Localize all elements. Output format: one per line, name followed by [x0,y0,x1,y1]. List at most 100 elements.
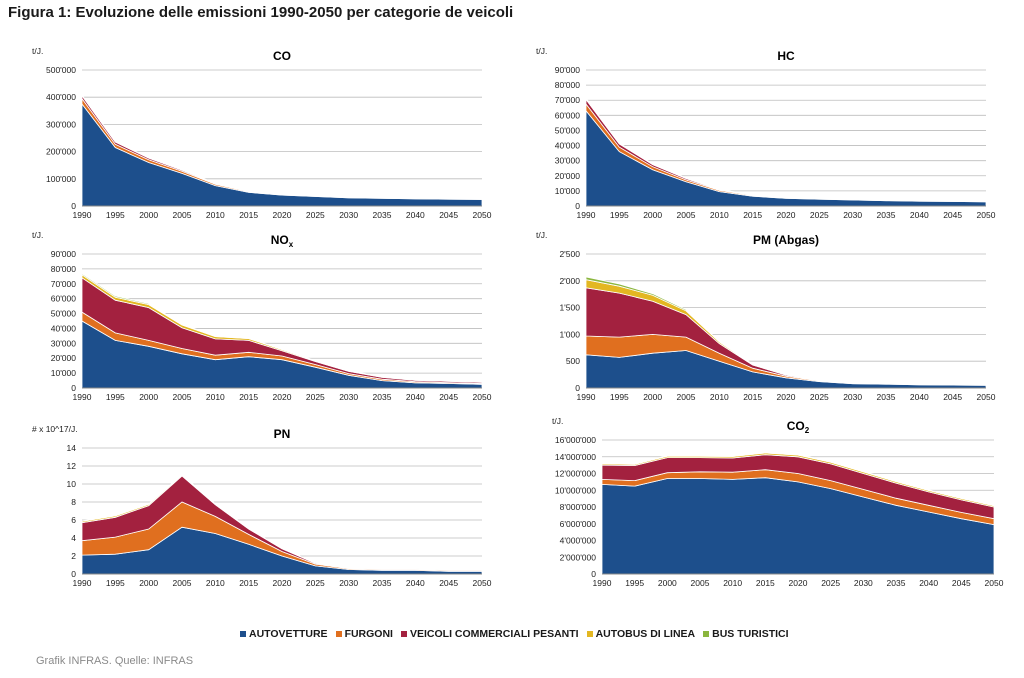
x-tick-label: 2045 [439,210,458,220]
x-tick-label: 1990 [73,210,92,220]
chart-panel-hc: HC t/J. 0 10'000 20'000 30'000 40'000 50'000 60'… [536,44,998,229]
figure-title: Figura 1: Evoluzione delle emissioni 199… [8,4,514,21]
x-tick-label: 2000 [139,578,158,588]
x-tick-label: 1995 [106,578,125,588]
x-tick-label: 2020 [777,210,796,220]
x-tick-label: 2005 [173,210,192,220]
y-tick-label: 0 [71,383,76,393]
x-tick-label: 2025 [306,578,325,588]
y-tick-label: 500 [566,356,580,366]
x-tick-label: 2025 [306,392,325,402]
y-tick-label: 0 [575,201,580,211]
x-tick-label: 2020 [273,392,292,402]
x-tick-label: 1990 [577,392,596,402]
chart-title: CO2 [787,419,810,435]
x-tick-label: 2000 [643,392,662,402]
x-tick-label: 2005 [173,578,192,588]
legend-item: AUTOBUS DI LINEA [586,628,695,640]
y-tick-label: 500'000 [46,65,76,75]
y-tick-label: 16'000'000 [555,435,596,445]
x-tick-label: 2020 [273,578,292,588]
x-tick-label: 2035 [877,210,896,220]
x-tick-label: 1990 [73,392,92,402]
y-tick-label: 8'000'000 [560,502,597,512]
x-tick-label: 2050 [473,392,492,402]
x-tick-label: 2010 [206,392,225,402]
x-tick-label: 2040 [910,392,929,402]
y-tick-label: 2'000'000 [560,552,597,562]
x-tick-label: 2005 [173,392,192,402]
y-axis-unit: t/J. [536,46,547,56]
y-tick-label: 10'000 [51,368,77,378]
x-tick-label: 2035 [373,578,392,588]
x-tick-label: 2045 [943,210,962,220]
x-tick-label: 2045 [952,578,971,588]
legend-label: BUS TURISTICI [712,628,789,640]
x-tick-label: 2010 [206,578,225,588]
x-tick-label: 2040 [406,392,425,402]
y-axis-unit: t/J. [32,46,43,56]
x-tick-label: 2035 [373,392,392,402]
legend-swatch [703,631,710,637]
x-tick-label: 2030 [854,578,873,588]
x-tick-label: 2000 [658,578,677,588]
area-bus-turistici [81,93,483,200]
x-tick-label: 2030 [843,392,862,402]
x-tick-label: 2000 [139,210,158,220]
x-tick-label: 1990 [73,578,92,588]
y-tick-label: 70'000 [51,279,77,289]
y-axis-unit: t/J. [552,416,563,426]
x-tick-label: 2005 [677,210,696,220]
x-tick-label: 2035 [887,578,906,588]
legend-label: AUTOVETTURE [249,628,328,640]
x-tick-label: 2015 [743,392,762,402]
x-tick-label: 2040 [406,210,425,220]
y-tick-label: 6 [71,515,76,525]
legend-item: VEICOLI COMMERCIALI PESANTI [400,628,579,640]
y-tick-label: 60'000 [555,110,581,120]
y-tick-label: 12'000'000 [555,469,596,479]
x-tick-label: 2005 [677,392,696,402]
x-tick-label: 2020 [777,392,796,402]
x-tick-label: 2025 [810,210,829,220]
y-tick-label: 40'000 [555,141,581,151]
chart-panel-pn: PN # x 10^17/J. 0 2 4 6 8 10 12 14 1990 1995 2000 200… [30,412,510,602]
x-tick-label: 2050 [473,210,492,220]
y-tick-label: 40'000 [51,323,77,333]
chart-panel-nox: NOx t/J. 0 10'000 20'000 30'000 40'000 50'000 60… [30,228,510,413]
y-tick-label: 8 [71,497,76,507]
legend-item: FURGONI [335,628,393,640]
y-tick-label: 2'500 [559,249,580,259]
x-tick-label: 2020 [789,578,808,588]
x-tick-label: 2040 [919,578,938,588]
y-tick-label: 80'000 [555,80,581,90]
x-tick-label: 2025 [821,578,840,588]
area-bus-turistici [585,276,987,386]
y-tick-label: 30'000 [555,156,581,166]
y-tick-label: 30'000 [51,338,77,348]
legend-swatch [400,631,407,637]
x-tick-label: 2015 [239,578,258,588]
y-tick-label: 100'000 [46,174,76,184]
area-bus-turistici [81,272,483,383]
x-tick-label: 2010 [710,210,729,220]
y-tick-label: 80'000 [51,264,77,274]
y-tick-label: 1'500 [559,303,580,313]
y-tick-label: 0 [591,569,596,579]
y-tick-label: 0 [575,383,580,393]
x-tick-label: 1990 [577,210,596,220]
x-tick-label: 2010 [723,578,742,588]
area-autovetture [585,109,987,207]
x-tick-label: 2040 [910,210,929,220]
y-tick-label: 4'000'000 [560,536,597,546]
x-tick-label: 2030 [339,578,358,588]
x-tick-label: 2005 [691,578,710,588]
y-tick-label: 14'000'000 [555,452,596,462]
x-tick-label: 2045 [439,392,458,402]
chart-panel-co2: CO2 t/J. 0 2'000'000 4'000'000 6'000'000 8'000… [538,412,1008,602]
legend-item: BUS TURISTICI [703,628,789,640]
x-tick-label: 2015 [756,578,775,588]
x-tick-label: 2020 [273,210,292,220]
legend-label: FURGONI [344,628,393,640]
x-tick-label: 2050 [977,392,996,402]
